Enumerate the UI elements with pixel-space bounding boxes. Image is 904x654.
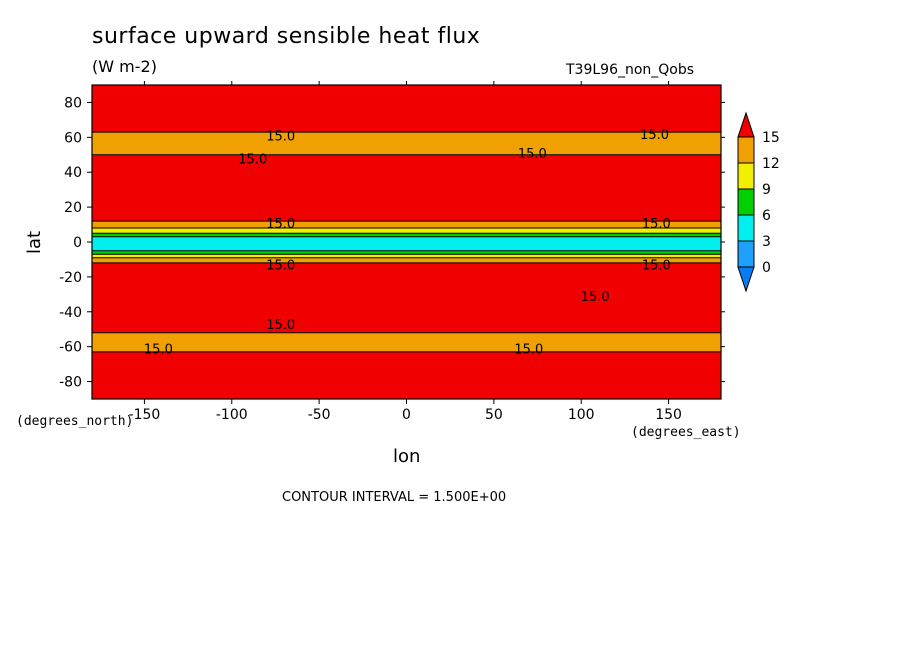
- colorbar-segment: [737, 188, 755, 216]
- contour-band: [92, 132, 721, 155]
- contour-band: [92, 250, 721, 255]
- contour-band: [92, 262, 721, 333]
- y-tick-label: 60: [64, 130, 82, 146]
- contour-label: 15.0: [640, 128, 669, 143]
- chart-units: (W m-2): [92, 57, 157, 76]
- contour-label: 15.0: [266, 259, 295, 274]
- contour-label: 15.0: [518, 147, 547, 162]
- contour-band: [92, 154, 721, 222]
- y-tick-label: 0: [73, 235, 82, 251]
- colorbar-label: 15: [762, 130, 780, 146]
- contour-band: [92, 257, 721, 263]
- y-tick-label: -40: [59, 305, 82, 321]
- x-tick-label: -50: [308, 407, 331, 423]
- y-tick-label: -80: [59, 375, 82, 391]
- run-label: T39L96_non_Qobs: [566, 62, 695, 78]
- x-tick-label: 0: [402, 407, 411, 423]
- contour-band: [92, 254, 721, 258]
- x-axis-label: lon: [393, 446, 421, 467]
- colorbar-label: 6: [762, 208, 771, 224]
- colorbar-segment: [737, 162, 755, 190]
- x-tick-label: 100: [568, 407, 595, 423]
- y-axis-units: (degrees_north): [16, 414, 134, 429]
- contour-band: [92, 332, 721, 352]
- colorbar-label: 12: [762, 156, 780, 172]
- contour-label: 15.0: [266, 318, 295, 333]
- contour-band: [92, 85, 721, 133]
- contour-label: 15.0: [266, 217, 295, 232]
- contour-band: [92, 228, 721, 234]
- contour-label: 15.0: [642, 217, 671, 232]
- colorbar-segment: [737, 136, 755, 164]
- contour-label: 15.0: [144, 342, 173, 357]
- contour-label: 15.0: [238, 152, 267, 167]
- colorbar-label: 9: [762, 182, 771, 198]
- contour-label: 15.0: [581, 290, 610, 305]
- contour-band: [92, 351, 721, 399]
- y-tick-label: 20: [64, 200, 82, 216]
- y-tick-label: 80: [64, 95, 82, 111]
- colorbar-segment: [737, 214, 755, 242]
- contour-interval-text: CONTOUR INTERVAL = 1.500E+00: [282, 490, 507, 505]
- contour-band: [92, 221, 721, 229]
- y-tick-label: -20: [59, 270, 82, 286]
- x-tick-label: 150: [655, 407, 682, 423]
- y-tick-label: 40: [64, 165, 82, 181]
- contour-label: 15.0: [514, 342, 543, 357]
- contour-band: [92, 233, 721, 237]
- x-tick-label: -100: [216, 407, 248, 423]
- contour-band: [92, 236, 721, 251]
- colorbar-label: 0: [762, 260, 771, 276]
- contour-label: 15.0: [642, 259, 671, 274]
- contour-label: 15.0: [266, 130, 295, 145]
- x-axis-units: (degrees_east): [631, 425, 741, 440]
- chart-title: surface upward sensible heat flux: [92, 24, 481, 49]
- colorbar-segment: [737, 111, 755, 138]
- colorbar-label: 3: [762, 234, 771, 250]
- colorbar-segment: [737, 266, 755, 293]
- colorbar-segment: [737, 240, 755, 268]
- x-tick-label: -150: [129, 407, 161, 423]
- x-tick-label: 50: [485, 407, 503, 423]
- y-tick-label: -60: [59, 340, 82, 356]
